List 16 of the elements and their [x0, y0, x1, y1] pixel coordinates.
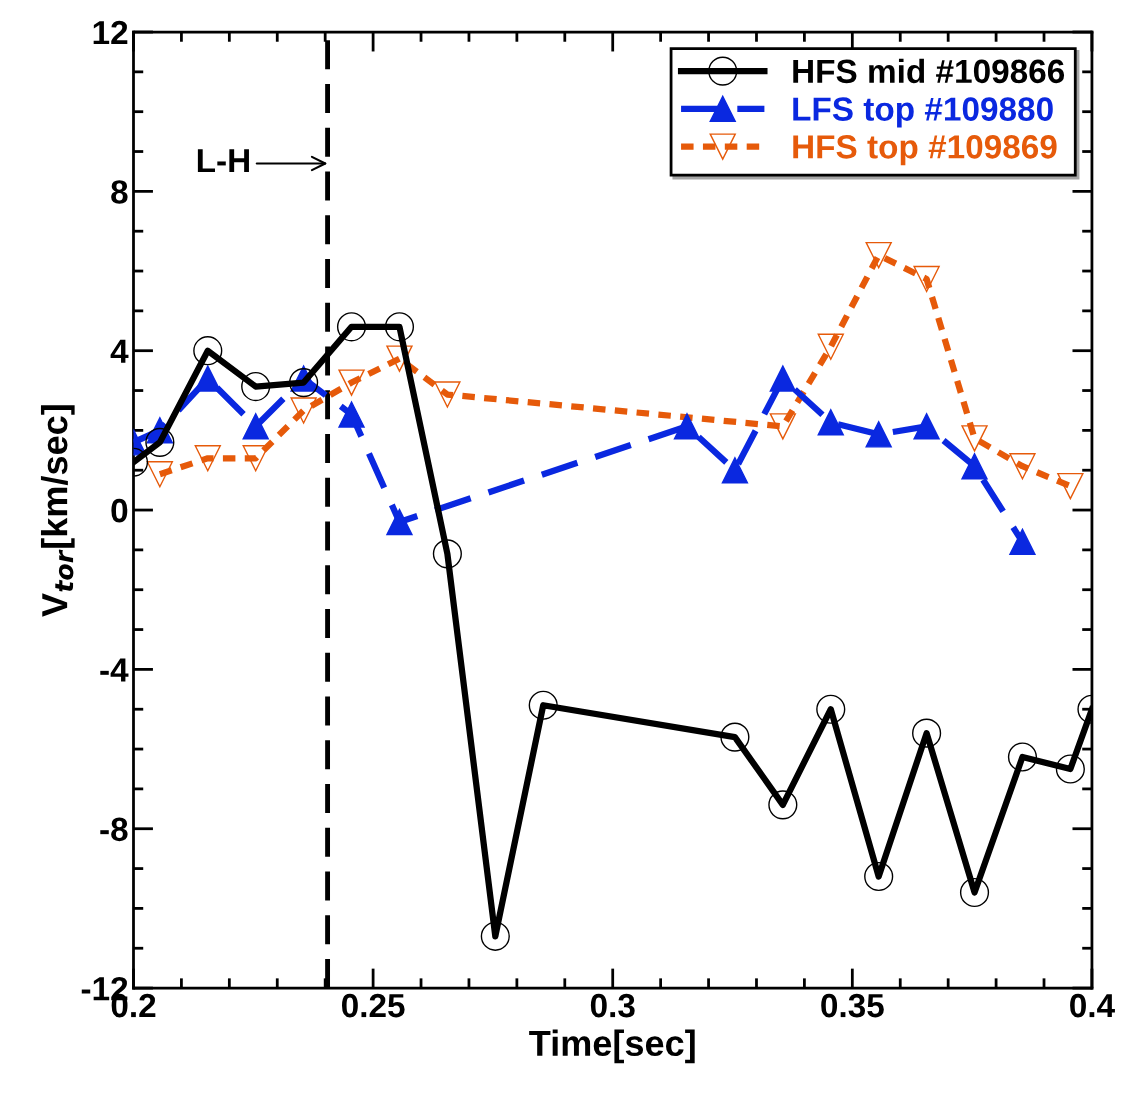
y-tick-label: 4 [110, 339, 129, 363]
x-axis-title: Time[sec] [529, 1029, 695, 1064]
y-tick-label: -4 [100, 658, 129, 682]
annotation: L-H [197, 149, 249, 173]
legend-label: HFS top #109869 [793, 135, 1057, 166]
x-tick-label: 0.35 [821, 993, 884, 1018]
y-tick-label: 12 [93, 20, 128, 45]
y-tick-label: 8 [111, 180, 128, 204]
legend-label: LFS top #109880 [793, 97, 1053, 128]
x-tick-label: 0.3 [590, 993, 635, 1018]
y-tick-label: -8 [100, 817, 128, 842]
x-tick-label: 0.25 [341, 993, 405, 1018]
legend-label: HFS mid #109866 [793, 58, 1065, 84]
y-tick-label: 0 [111, 498, 128, 523]
x-tick-label: 0.4 [1070, 993, 1115, 1018]
y-axis-title: V$_{tor}$[km/sec] [40, 405, 75, 617]
